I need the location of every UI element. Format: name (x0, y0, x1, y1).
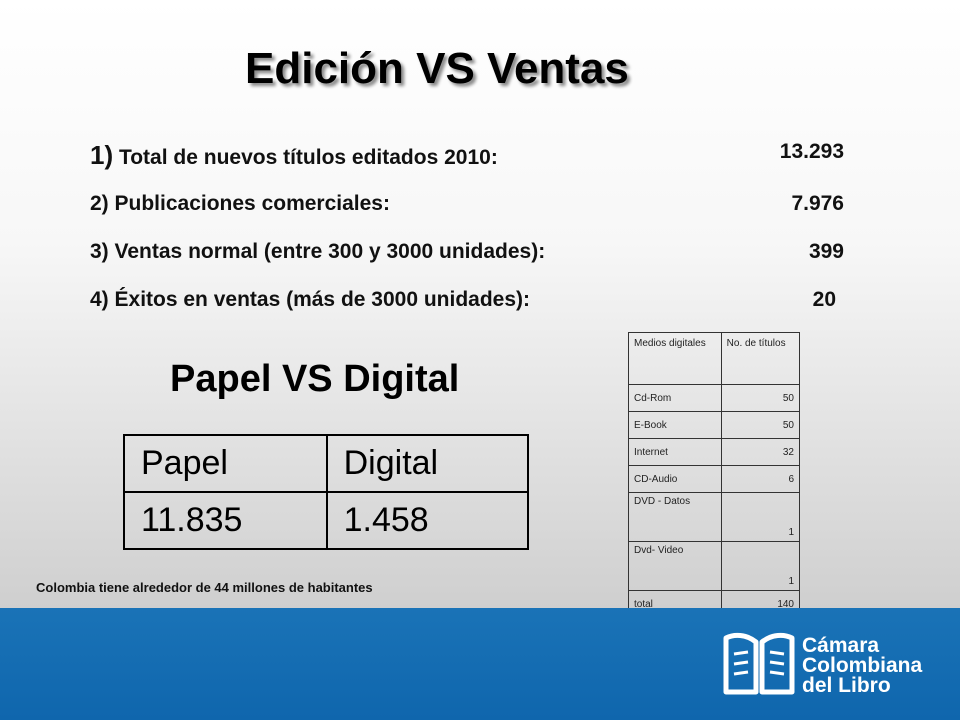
table-cell: 50 (720, 384, 801, 412)
table-cell: Internet (628, 438, 722, 466)
slide-title: Edición VS Ventas (245, 44, 629, 93)
stat-value: 13.293 (779, 140, 844, 163)
table-cell: Cd-Rom (628, 384, 722, 412)
table-cell: CD-Audio (628, 465, 722, 493)
stat-number: 1) (90, 140, 114, 170)
table-header-cell: Medios digitales (628, 332, 722, 385)
table-cell: DVD - Datos (628, 492, 722, 542)
stat-row-total-titles: 1) Total de nuevos títulos editados 2010… (90, 140, 850, 176)
table-header-cell: Papel (123, 434, 328, 493)
stat-row-commercial: 2) Publicaciones comerciales: 7.976 (90, 192, 850, 228)
logo-line: Colombiana (802, 654, 923, 677)
papel-digital-table: Papel Digital 11.835 1.458 (123, 434, 530, 550)
table-row: 11.835 1.458 (123, 491, 530, 550)
table-cell: 1 (720, 492, 801, 542)
stat-label: Ventas normal (entre 300 y 3000 unidades… (108, 240, 546, 263)
open-book-icon (723, 632, 795, 695)
stat-number: 2) (90, 192, 109, 215)
stat-value: 20 (812, 288, 836, 311)
logo-line: Cámara (802, 634, 880, 657)
logo-wordmark: Cámara Colombiana del Libro (802, 634, 923, 697)
table-row: Dvd- Video 1 (628, 541, 801, 591)
table-row: Papel Digital (123, 434, 530, 493)
table-cell: 50 (720, 411, 801, 439)
table-header-cell: Digital (325, 434, 530, 493)
table-row: Cd-Rom 50 (628, 384, 801, 412)
table-row: E-Book 50 (628, 411, 801, 439)
stat-label: Éxitos en ventas (más de 3000 unidades): (108, 288, 531, 311)
stat-row-normal-sales: 3) Ventas normal (entre 300 y 3000 unida… (90, 240, 850, 276)
table-cell: 11.835 (123, 491, 328, 550)
table-cell: 1.458 (325, 491, 530, 550)
table-header-cell: No. de títulos (720, 332, 801, 385)
table-row: DVD - Datos 1 (628, 492, 801, 542)
table-row: CD-Audio 6 (628, 465, 801, 493)
stat-label: Publicaciones comerciales: (108, 192, 390, 215)
stat-number: 3) (90, 240, 109, 263)
table-cell: 6 (720, 465, 801, 493)
logo-line: del Libro (802, 674, 891, 697)
population-note: Colombia tiene alrededor de 44 millones … (36, 580, 373, 595)
stat-value: 7.976 (791, 192, 844, 215)
table-header-row: Medios digitales No. de títulos (628, 332, 801, 385)
papel-digital-title: Papel VS Digital (170, 358, 460, 400)
table-cell: E-Book (628, 411, 722, 439)
stat-number: 4) (90, 288, 109, 311)
table-row: Internet 32 (628, 438, 801, 466)
medios-digitales-table: Medios digitales No. de títulos Cd-Rom 5… (628, 332, 801, 618)
stat-row-bestsellers: 4) Éxitos en ventas (más de 3000 unidade… (90, 288, 850, 324)
footer-band (0, 608, 960, 720)
stat-label: Total de nuevos títulos editados 2010: (113, 146, 498, 169)
stat-value: 399 (808, 240, 844, 263)
table-cell: 1 (720, 541, 801, 591)
table-cell: 32 (720, 438, 801, 466)
table-cell: Dvd- Video (628, 541, 722, 591)
